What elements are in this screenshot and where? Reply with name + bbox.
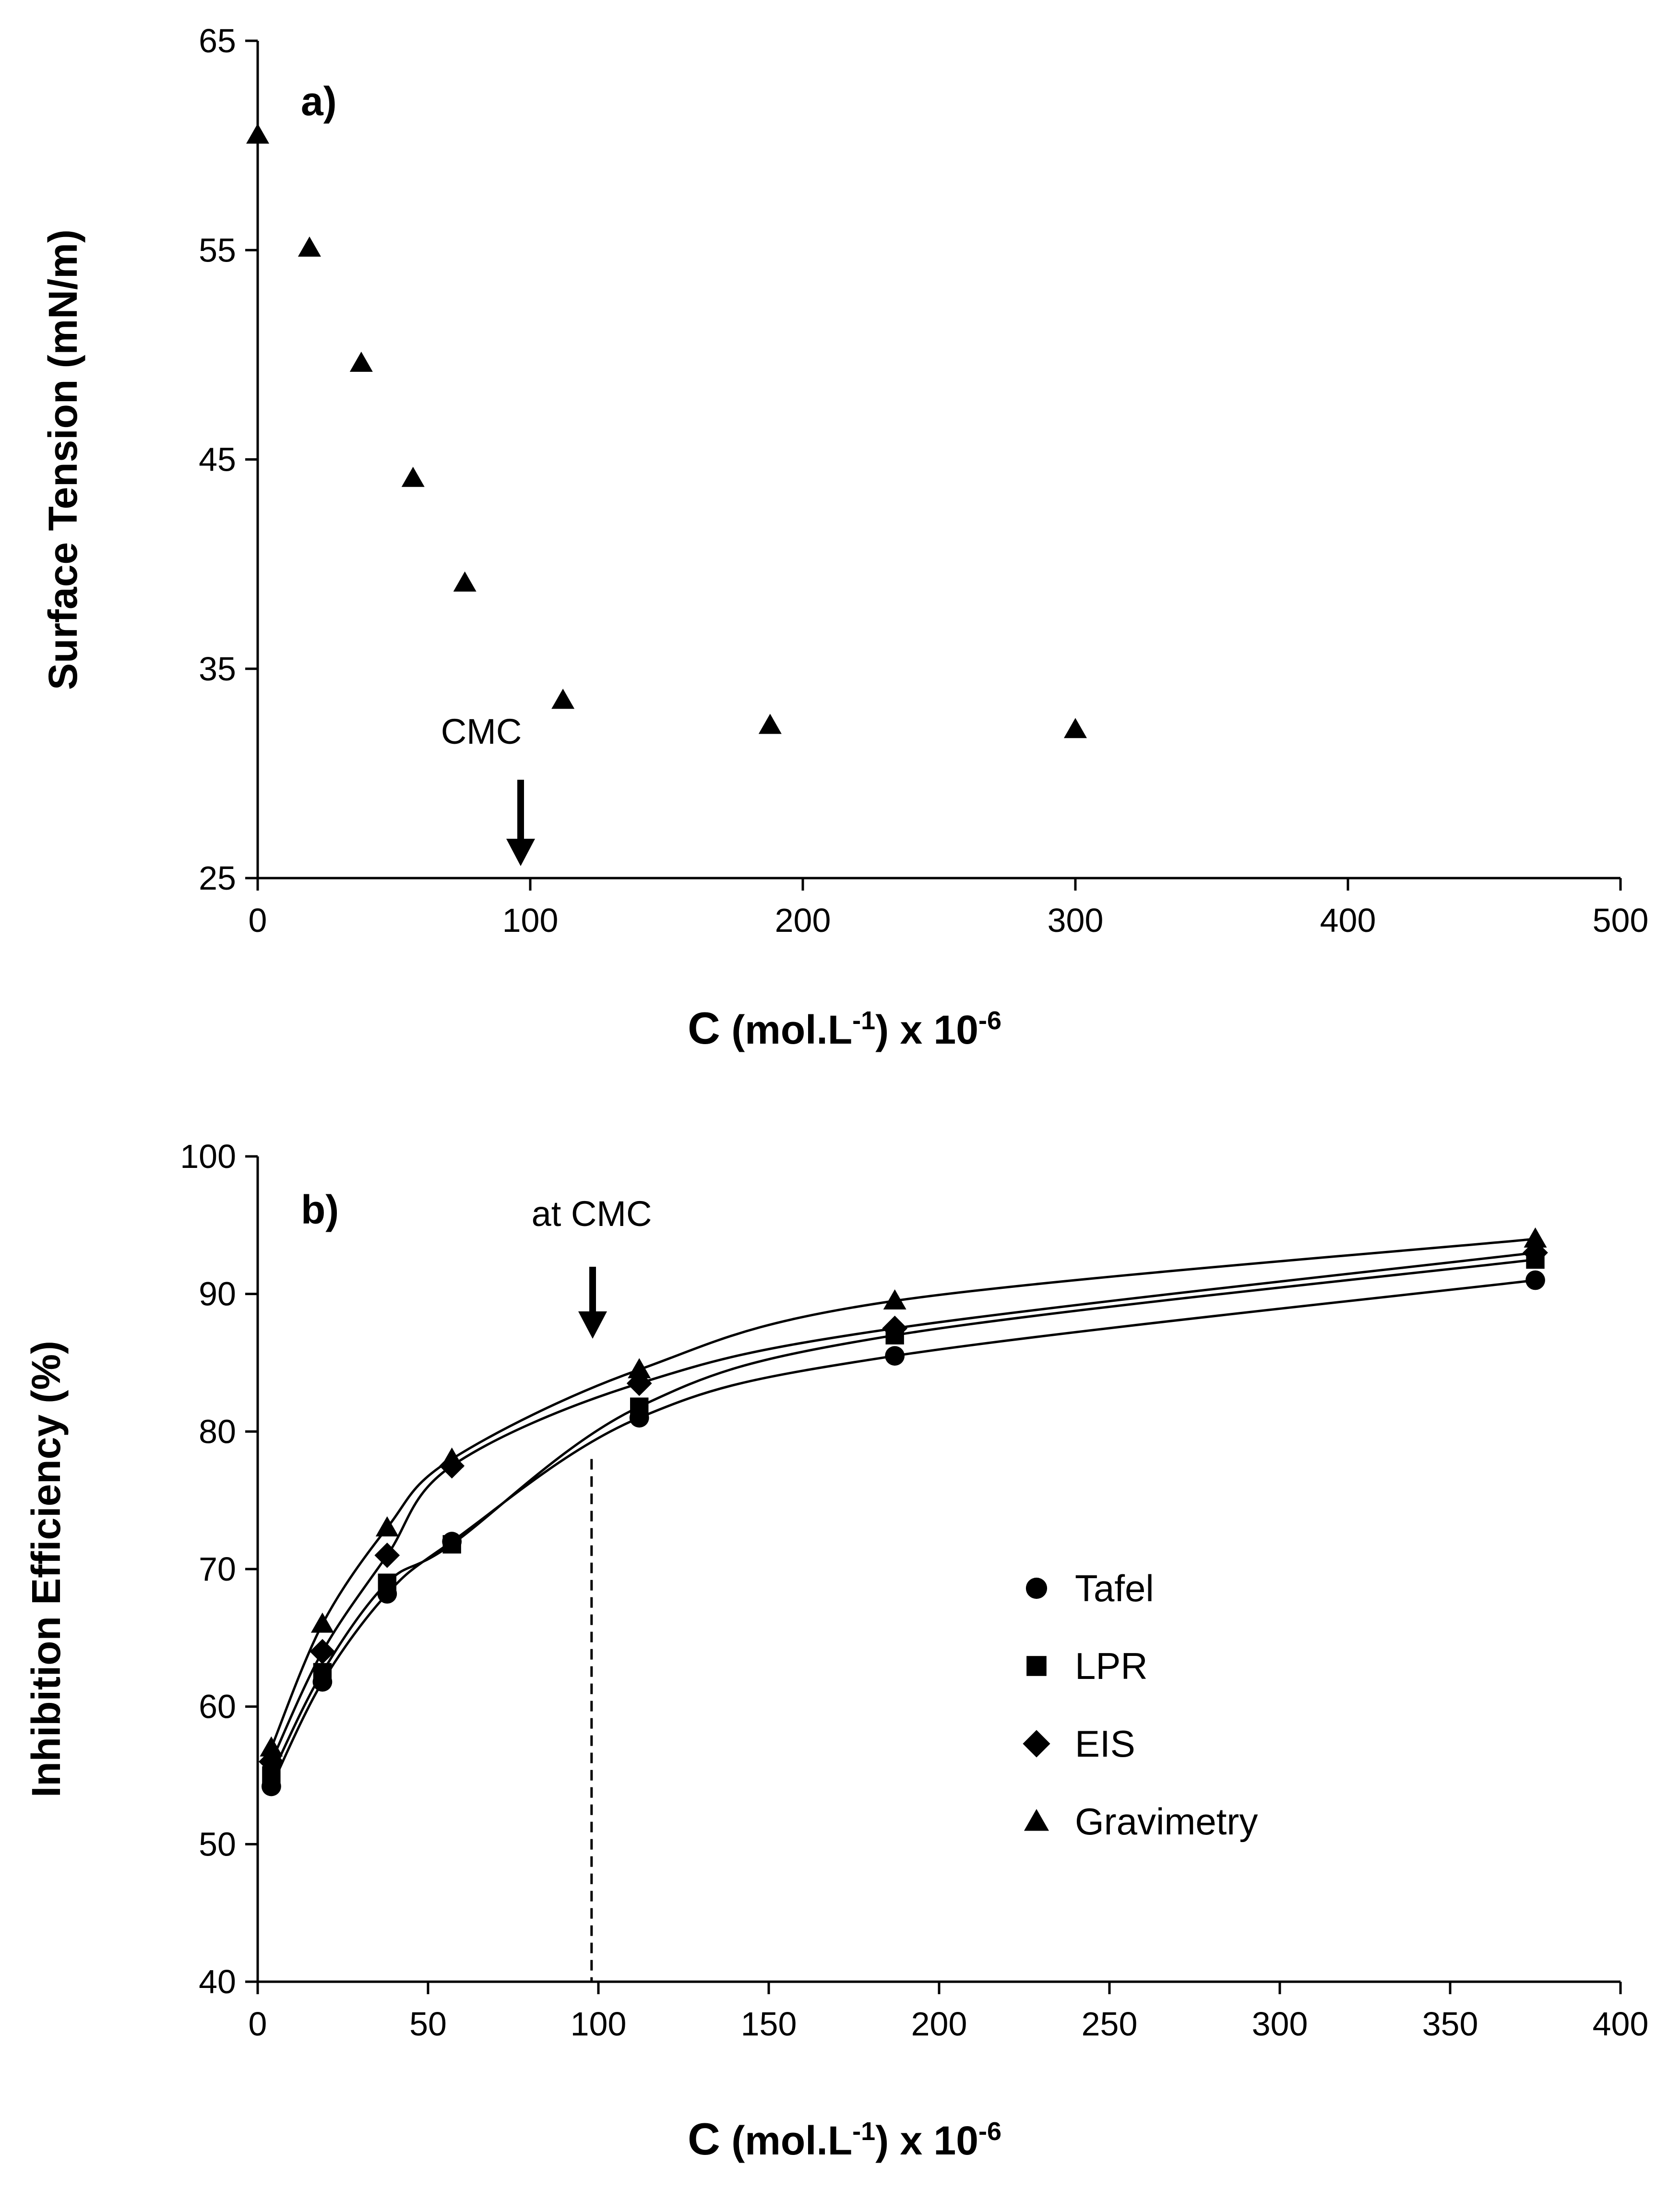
- x-axis-title-exponent: -6: [978, 1006, 1001, 1035]
- y-tick-label: 55: [199, 231, 236, 269]
- series-line-gravimetry: [270, 1237, 1536, 1749]
- data-point-eis: [882, 1315, 908, 1341]
- x-axis-title-unit-start: (mol.L: [720, 1007, 852, 1052]
- data-point-gravimetry: [375, 1516, 399, 1536]
- x-axis-title-exponent: -6: [978, 2117, 1001, 2146]
- series-line-tafel: [270, 1279, 1536, 1787]
- data-point-gravimetry: [1524, 1227, 1547, 1248]
- x-axis-title-unit-end: ) x 10: [875, 1007, 978, 1052]
- legend-marker-tafel: [1025, 1577, 1048, 1599]
- y-tick-label: 60: [199, 1688, 236, 1725]
- panel-a-label: a): [301, 79, 337, 124]
- data-point: [1064, 718, 1087, 738]
- x-tick-label: 500: [1593, 902, 1649, 939]
- x-tick-label: 350: [1422, 2005, 1478, 2043]
- panel-b-series-lines: [270, 1237, 1536, 1787]
- legend-label-gravimetry: Gravimetry: [1075, 1800, 1258, 1843]
- panel-a-cmc-label: CMC: [441, 712, 522, 751]
- x-tick-label: 100: [502, 902, 559, 939]
- y-tick-label: 80: [199, 1413, 236, 1450]
- x-tick-label: 50: [409, 2005, 447, 2043]
- data-point-lpr: [442, 1535, 461, 1554]
- x-tick-label: 400: [1320, 902, 1376, 939]
- data-point-eis: [1523, 1240, 1548, 1266]
- data-point-eis: [374, 1542, 400, 1568]
- data-point: [349, 351, 373, 372]
- legend-label-lpr: LPR: [1075, 1645, 1148, 1687]
- x-tick-label: 200: [911, 2005, 967, 2043]
- x-tick-label: 200: [775, 902, 831, 939]
- panel-a-y-axis-title: Surface Tension (mN/m): [40, 229, 85, 690]
- data-point-tafel: [885, 1346, 905, 1366]
- legend-marker-lpr: [1026, 1656, 1047, 1676]
- x-tick-label: 250: [1082, 2005, 1138, 2043]
- x-axis-title-variable: C: [688, 2114, 720, 2164]
- data-point-gravimetry: [440, 1447, 464, 1468]
- data-point-gravimetry: [883, 1289, 906, 1309]
- x-tick-label: 100: [571, 2005, 627, 2043]
- panel-b-data-points: [259, 1227, 1548, 1796]
- series-line-lpr: [270, 1258, 1536, 1776]
- legend-label-tafel: Tafel: [1075, 1567, 1154, 1609]
- y-tick-label: 100: [180, 1138, 236, 1175]
- legend-marker-gravimetry: [1024, 1809, 1049, 1831]
- data-point: [758, 714, 782, 734]
- panel-b-cmc-arrow: [578, 1267, 607, 1339]
- panel-b-label: b): [301, 1187, 339, 1232]
- legend-label-eis: EIS: [1075, 1723, 1135, 1765]
- panel-b-ticks: 40 50 60 70 80 90 100 0 50 100 150 200 250 300 350 400: [180, 1138, 1648, 2043]
- x-axis-title-variable: C: [688, 1003, 720, 1053]
- data-point: [453, 571, 477, 592]
- data-point-gravimetry: [260, 1736, 283, 1757]
- panel-a-data-points: [246, 123, 1087, 738]
- data-point: [551, 689, 575, 709]
- data-point-lpr: [313, 1663, 332, 1682]
- y-tick-label: 50: [199, 1825, 236, 1863]
- x-axis-title-unit-end: ) x 10: [875, 2118, 978, 2163]
- panel-b-inhibition-efficiency-chart: b) Inhibition Efficiency (%) C (mol.L-1)…: [24, 1138, 1648, 2164]
- data-point-lpr: [378, 1573, 396, 1592]
- x-tick-label: 300: [1048, 902, 1104, 939]
- panel-a-x-axis-title: C (mol.L-1) x 10-6: [688, 1003, 1001, 1053]
- x-axis-title-unit-start: (mol.L: [720, 2118, 852, 2163]
- data-point-tafel: [1525, 1270, 1545, 1290]
- x-axis-title-unit-superscript: -1: [852, 1006, 875, 1035]
- panel-b-y-axis-title: Inhibition Efficiency (%): [24, 1341, 69, 1797]
- panel-b-legend: Tafel LPR EIS Gravimetry: [1023, 1567, 1258, 1843]
- x-tick-label: 150: [741, 2005, 797, 2043]
- panel-a-ticks: 25 35 45 55 65 0 100 200 300 400 500: [199, 22, 1648, 939]
- y-tick-label: 35: [199, 650, 236, 688]
- x-tick-label: 0: [249, 902, 267, 939]
- y-tick-label: 40: [199, 1963, 236, 2000]
- y-tick-label: 45: [199, 441, 236, 478]
- data-point-eis: [310, 1639, 335, 1665]
- x-tick-label: 0: [249, 2005, 267, 2043]
- data-point-gravimetry: [628, 1358, 651, 1379]
- data-point-gravimetry: [310, 1612, 334, 1633]
- x-tick-label: 300: [1252, 2005, 1308, 2043]
- data-point: [298, 236, 321, 257]
- panel-b-cmc-label: at CMC: [532, 1194, 652, 1234]
- panel-a-surface-tension-chart: a) Surface Tension (mN/m) C (mol.L-1) x …: [40, 22, 1648, 1053]
- data-point: [246, 123, 269, 144]
- x-tick-label: 400: [1593, 2005, 1649, 2043]
- panel-a-cmc-arrow: [506, 780, 535, 866]
- y-tick-label: 70: [199, 1550, 236, 1588]
- data-point: [401, 466, 425, 487]
- y-tick-label: 90: [199, 1275, 236, 1313]
- panel-b-x-axis-title: C (mol.L-1) x 10-6: [688, 2114, 1001, 2164]
- series-line-eis: [270, 1251, 1536, 1762]
- x-axis-title-unit-superscript: -1: [852, 2117, 875, 2146]
- y-tick-label: 25: [199, 859, 236, 897]
- data-point-lpr: [630, 1397, 649, 1416]
- legend-marker-eis: [1023, 1730, 1050, 1758]
- y-tick-label: 65: [199, 22, 236, 59]
